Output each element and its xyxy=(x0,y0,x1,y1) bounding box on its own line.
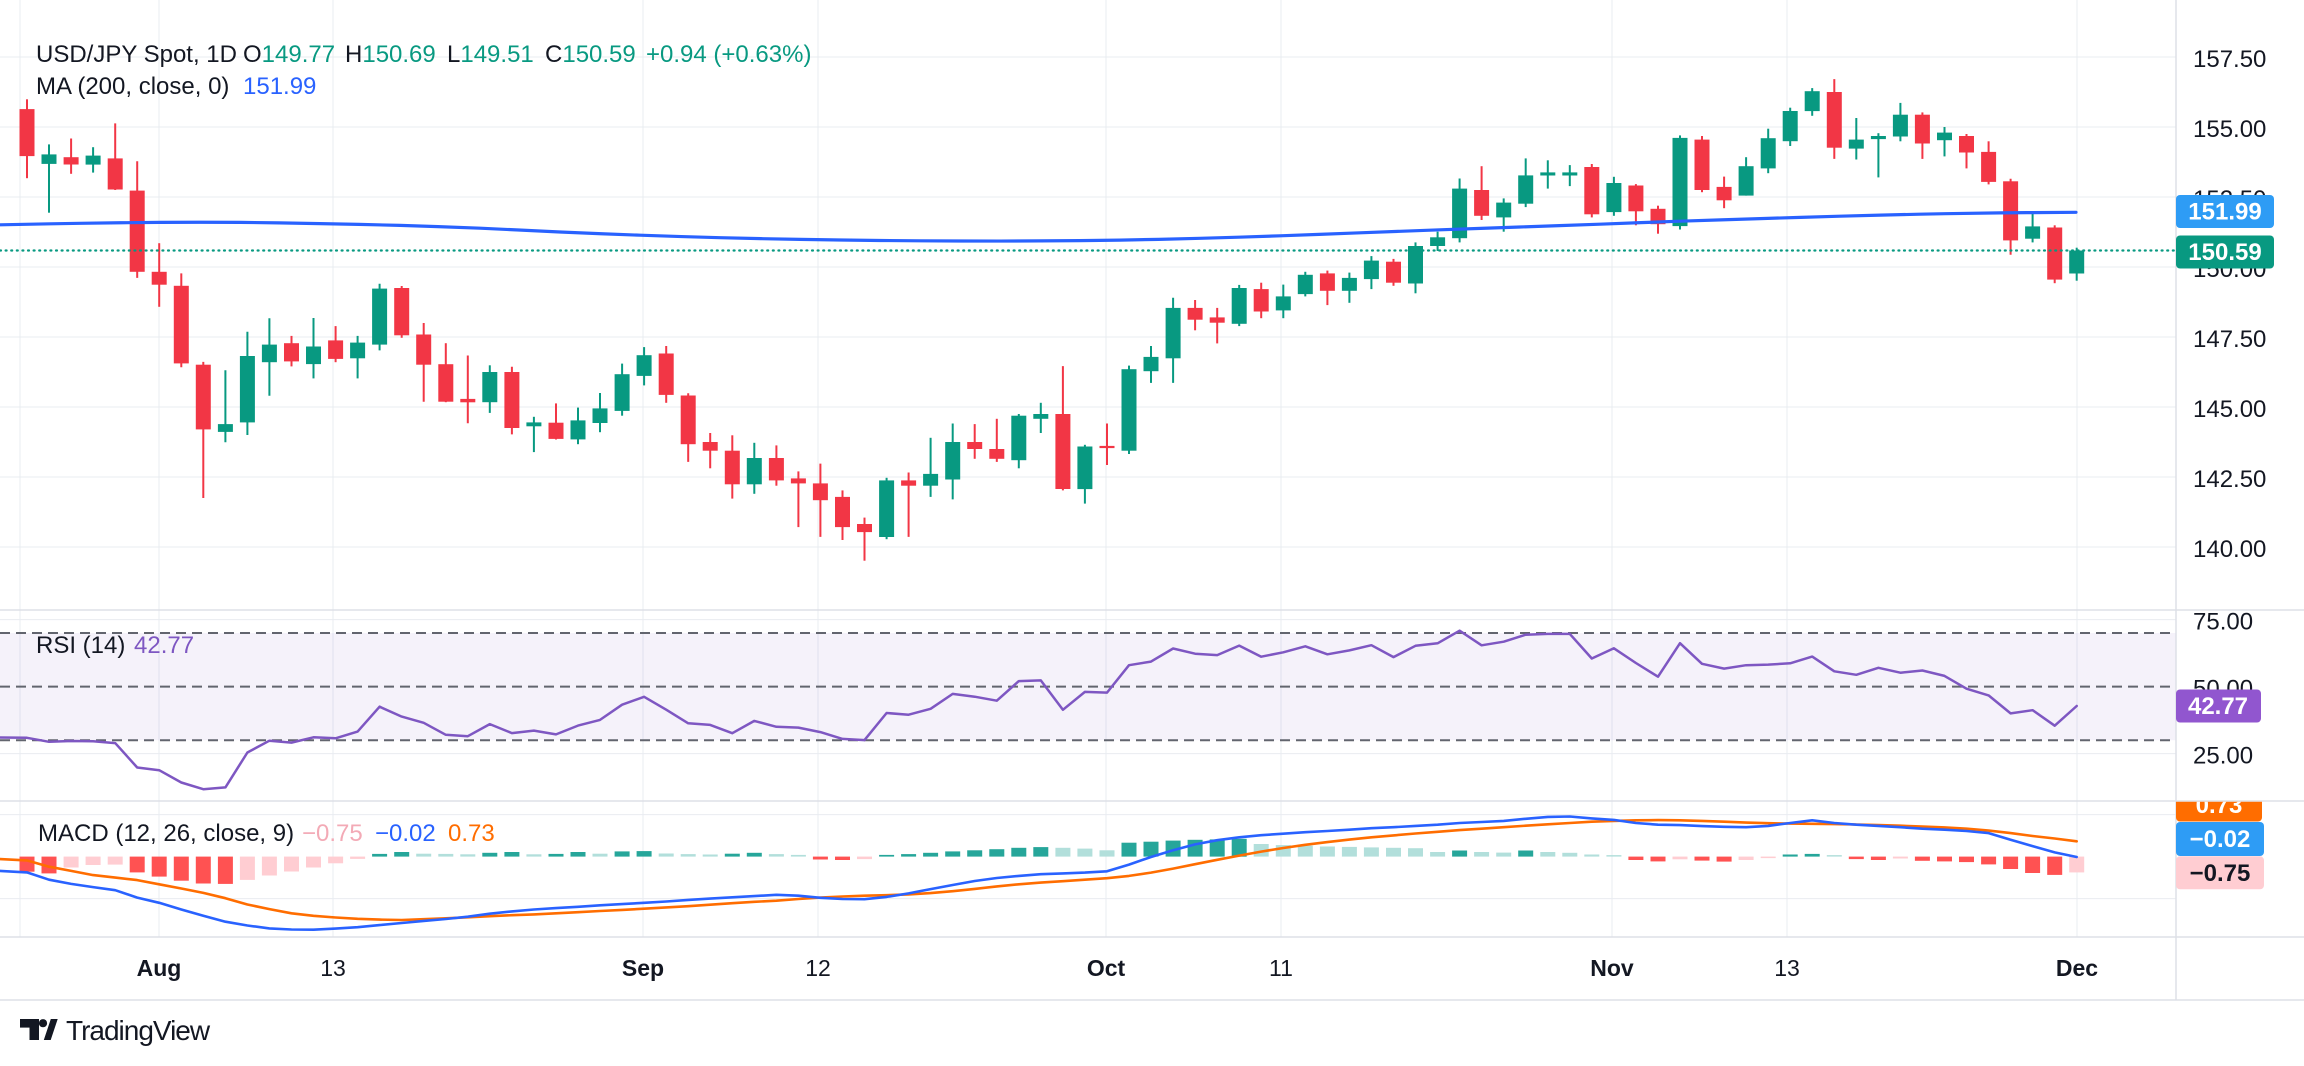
svg-text:Oct: Oct xyxy=(1087,955,1126,981)
svg-text:25.00: 25.00 xyxy=(2193,743,2253,770)
svg-text:11: 11 xyxy=(1269,955,1293,981)
svg-text:140.00: 140.00 xyxy=(2193,536,2266,563)
svg-text:12: 12 xyxy=(805,955,831,981)
svg-text:147.50: 147.50 xyxy=(2193,326,2266,353)
svg-text:155.00: 155.00 xyxy=(2193,116,2266,143)
svg-text:RSI (14)42.77: RSI (14) 42.77 xyxy=(36,632,194,659)
svg-text:142.50: 142.50 xyxy=(2193,466,2266,493)
svg-text:42.77: 42.77 xyxy=(2188,693,2248,720)
svg-text:145.00: 145.00 xyxy=(2193,396,2266,423)
svg-text:−0.75: −0.75 xyxy=(2190,860,2251,887)
svg-text:−0.02: −0.02 xyxy=(2190,826,2251,853)
svg-text:Nov: Nov xyxy=(1590,955,1634,981)
svg-text:Dec: Dec xyxy=(2056,955,2098,981)
svg-text:150.59: 150.59 xyxy=(2188,239,2261,266)
svg-text:157.50: 157.50 xyxy=(2193,46,2266,73)
svg-text:75.00: 75.00 xyxy=(2193,609,2253,636)
svg-text:TradingView: TradingView xyxy=(66,1015,211,1046)
svg-text:13: 13 xyxy=(320,955,346,981)
svg-text:Aug: Aug xyxy=(137,955,182,981)
svg-text:151.99: 151.99 xyxy=(2188,199,2261,226)
svg-text:MA (200, close, 0)151.99: MA (200, close, 0) 151.99 xyxy=(36,73,316,100)
svg-text:0.73: 0.73 xyxy=(2196,792,2243,819)
svg-text:MACD (12, 26, close, 9)−0.75−0: MACD (12, 26, close, 9) −0.75 −0.02 0.73 xyxy=(38,820,495,847)
svg-text:13: 13 xyxy=(1774,955,1800,981)
svg-text:Sep: Sep xyxy=(622,955,664,981)
